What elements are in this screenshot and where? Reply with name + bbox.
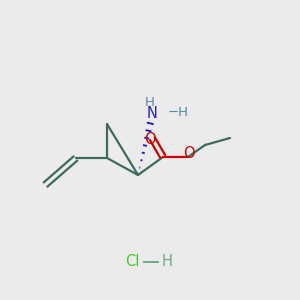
Text: O: O — [144, 133, 156, 148]
Text: −H: −H — [168, 106, 189, 119]
Text: N: N — [147, 106, 158, 122]
Text: O: O — [183, 146, 195, 160]
Text: H: H — [162, 254, 173, 269]
Text: Cl: Cl — [126, 254, 140, 269]
Text: H: H — [145, 97, 155, 110]
